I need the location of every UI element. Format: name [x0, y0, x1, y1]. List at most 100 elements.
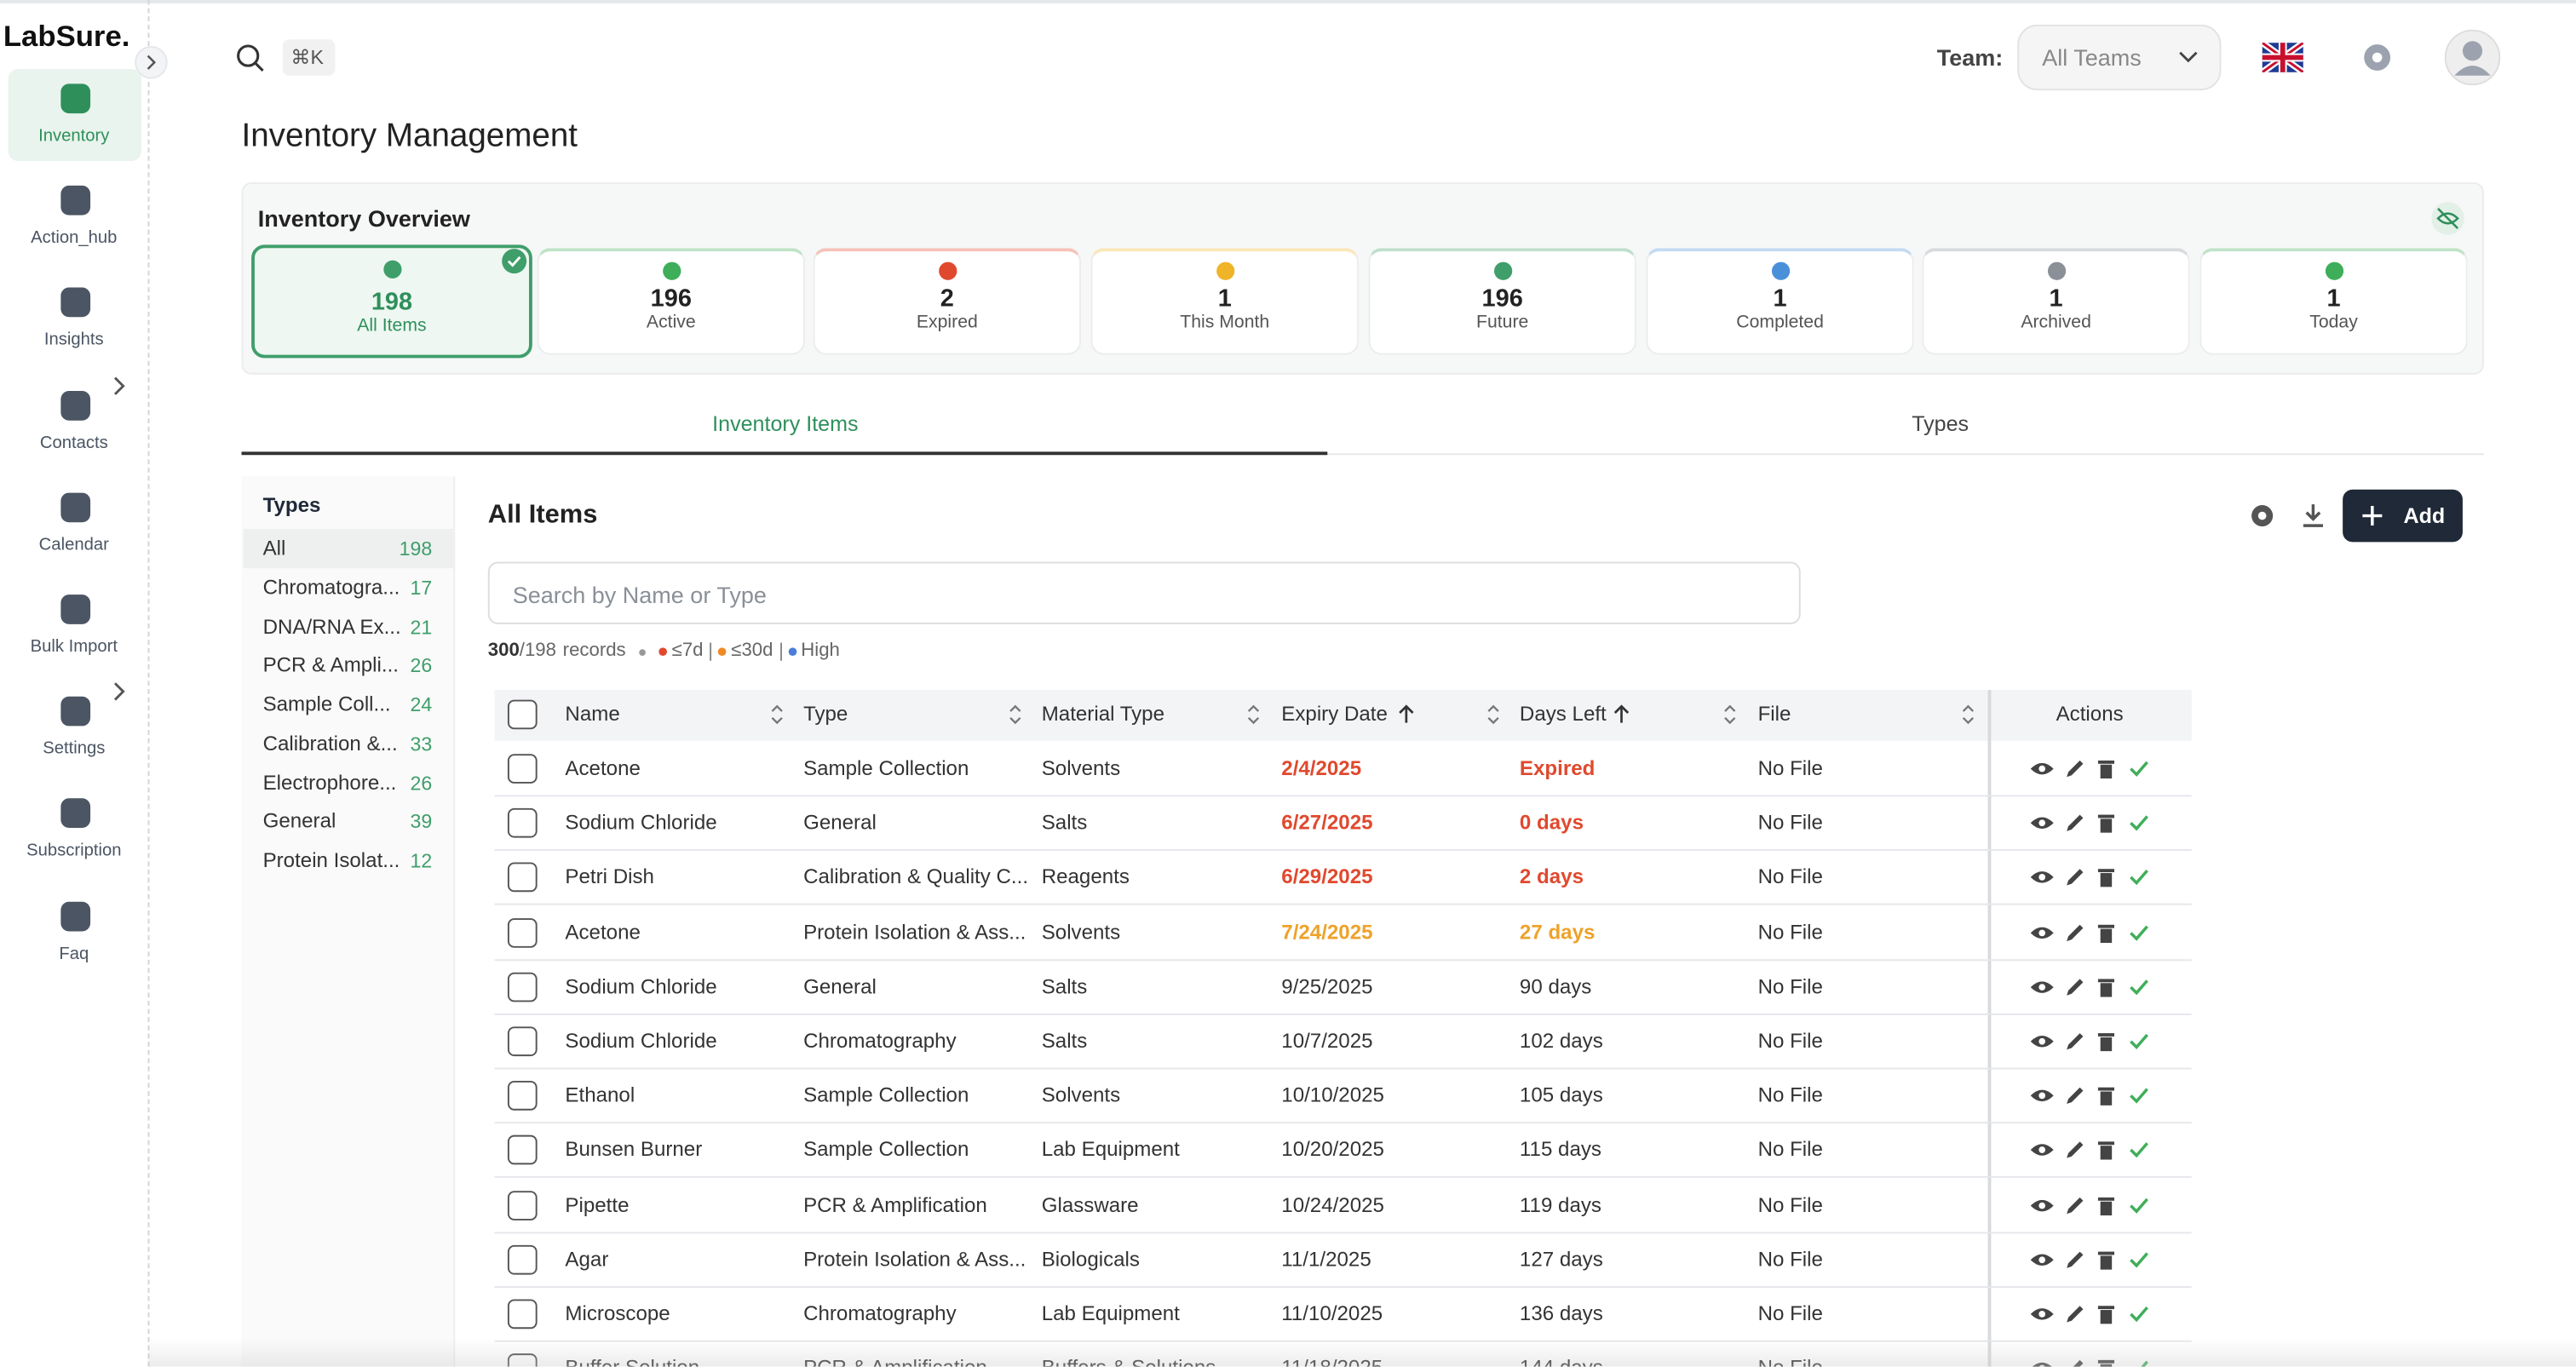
- sort-icon[interactable]: [770, 704, 783, 725]
- view-action[interactable]: [2030, 870, 2054, 886]
- row-checkbox[interactable]: [507, 1244, 538, 1275]
- delete-action[interactable]: [2097, 1031, 2115, 1052]
- type-name[interactable]: PCR & Ampli...: [262, 653, 400, 677]
- row-checkbox[interactable]: [507, 1299, 538, 1330]
- collapse-button[interactable]: [135, 45, 168, 79]
- delete-action[interactable]: [2097, 922, 2115, 943]
- settings-button[interactable]: [2360, 41, 2394, 74]
- view-action[interactable]: [2030, 761, 2054, 777]
- edit-action[interactable]: [2065, 1031, 2084, 1051]
- sort-icon[interactable]: [1247, 704, 1260, 725]
- view-action[interactable]: [2030, 924, 2054, 940]
- language-flag[interactable]: [2262, 43, 2303, 72]
- edit-action[interactable]: [2065, 1140, 2084, 1160]
- avatar[interactable]: [2444, 29, 2501, 86]
- nav-label[interactable]: Insights: [43, 330, 104, 351]
- delete-action[interactable]: [2097, 1249, 2115, 1270]
- type-name[interactable]: All: [262, 537, 286, 560]
- complete-action[interactable]: [2129, 979, 2148, 995]
- nav-label[interactable]: Inventory: [38, 126, 110, 146]
- view-action[interactable]: [2030, 1088, 2054, 1104]
- view-action[interactable]: [2030, 979, 2054, 995]
- edit-action[interactable]: [2065, 922, 2084, 942]
- complete-action[interactable]: [2129, 1197, 2148, 1214]
- row-checkbox[interactable]: [507, 754, 538, 784]
- delete-action[interactable]: [2097, 813, 2115, 834]
- edit-action[interactable]: [2065, 1086, 2084, 1106]
- row-checkbox[interactable]: [507, 1026, 538, 1057]
- nav-label[interactable]: Contacts: [39, 432, 108, 453]
- column-header[interactable]: File: [1757, 702, 1791, 726]
- search-placeholder[interactable]: Search by Name or Type: [512, 581, 767, 608]
- view-action[interactable]: [2030, 1197, 2054, 1213]
- row-checkbox[interactable]: [507, 1190, 538, 1221]
- type-name[interactable]: Calibration &...: [262, 732, 398, 755]
- edit-action[interactable]: [2065, 1304, 2084, 1324]
- view-action[interactable]: [2030, 1033, 2054, 1049]
- nav-label[interactable]: Faq: [59, 943, 89, 963]
- complete-action[interactable]: [2129, 1306, 2148, 1323]
- add-label[interactable]: Add: [2403, 503, 2446, 529]
- delete-action[interactable]: [2097, 1304, 2115, 1324]
- nav-icon[interactable]: [57, 489, 93, 525]
- column-header[interactable]: Material Type: [1041, 702, 1164, 726]
- complete-action[interactable]: [2129, 1142, 2148, 1159]
- row-checkbox[interactable]: [507, 1353, 538, 1367]
- complete-action[interactable]: [2129, 924, 2148, 940]
- complete-action[interactable]: [2129, 1033, 2148, 1050]
- column-header[interactable]: Name: [565, 702, 620, 726]
- row-checkbox[interactable]: [507, 972, 538, 1002]
- search-input[interactable]: [487, 561, 1801, 624]
- sort-icon[interactable]: [1723, 704, 1736, 725]
- view-action[interactable]: [2030, 1306, 2054, 1322]
- type-name[interactable]: Protein Isolat...: [262, 848, 400, 872]
- download[interactable]: [2302, 503, 2325, 529]
- type-name[interactable]: Chromatogra...: [262, 575, 400, 599]
- team-value[interactable]: All Teams: [2042, 44, 2142, 71]
- sort-icon[interactable]: [1486, 704, 1499, 725]
- type-name[interactable]: General: [262, 809, 336, 833]
- tab[interactable]: Types: [1912, 411, 1969, 437]
- type-name[interactable]: Sample Coll...: [262, 692, 391, 716]
- complete-action[interactable]: [2129, 815, 2148, 831]
- edit-action[interactable]: [2065, 868, 2084, 887]
- delete-action[interactable]: [2097, 1086, 2115, 1106]
- edit-action[interactable]: [2065, 1358, 2084, 1367]
- nav-icon[interactable]: [57, 898, 93, 933]
- edit-action[interactable]: [2065, 759, 2084, 778]
- edit-action[interactable]: [2065, 1249, 2084, 1269]
- edit-action[interactable]: [2065, 977, 2084, 997]
- column-header[interactable]: Days Left: [1519, 702, 1607, 726]
- edit-action[interactable]: [2065, 813, 2084, 833]
- sort-icon[interactable]: [1962, 704, 1975, 725]
- delete-action[interactable]: [2097, 868, 2115, 888]
- select-all[interactable]: [507, 699, 538, 730]
- nav-icon[interactable]: [57, 284, 93, 320]
- nav-icon[interactable]: [57, 182, 93, 218]
- edit-action[interactable]: [2065, 1195, 2084, 1215]
- delete-action[interactable]: [2097, 1140, 2115, 1161]
- complete-action[interactable]: [2129, 761, 2148, 777]
- complete-action[interactable]: [2129, 1088, 2148, 1105]
- view-action[interactable]: [2030, 1142, 2054, 1158]
- row-checkbox[interactable]: [507, 808, 538, 838]
- view-action[interactable]: [2030, 815, 2054, 831]
- nav-label[interactable]: Action_hub: [31, 227, 118, 249]
- sort-icon[interactable]: [1009, 704, 1021, 725]
- tab[interactable]: Inventory Items: [712, 411, 859, 437]
- nav-icon[interactable]: [57, 80, 93, 116]
- complete-action[interactable]: [2129, 1251, 2148, 1268]
- nav-icon[interactable]: [57, 591, 93, 627]
- column-header[interactable]: Type: [803, 702, 848, 726]
- delete-action[interactable]: [2097, 977, 2115, 997]
- row-checkbox[interactable]: [507, 863, 538, 893]
- nav-label[interactable]: Settings: [43, 738, 106, 759]
- delete-action[interactable]: [2097, 759, 2115, 779]
- nav-icon[interactable]: [57, 387, 93, 422]
- team-select[interactable]: [2017, 24, 2222, 91]
- complete-action[interactable]: [2129, 870, 2148, 886]
- row-checkbox[interactable]: [507, 1081, 538, 1111]
- hide-overview[interactable]: [2431, 202, 2464, 235]
- view-action[interactable]: [2030, 1251, 2054, 1267]
- delete-action[interactable]: [2097, 1358, 2115, 1367]
